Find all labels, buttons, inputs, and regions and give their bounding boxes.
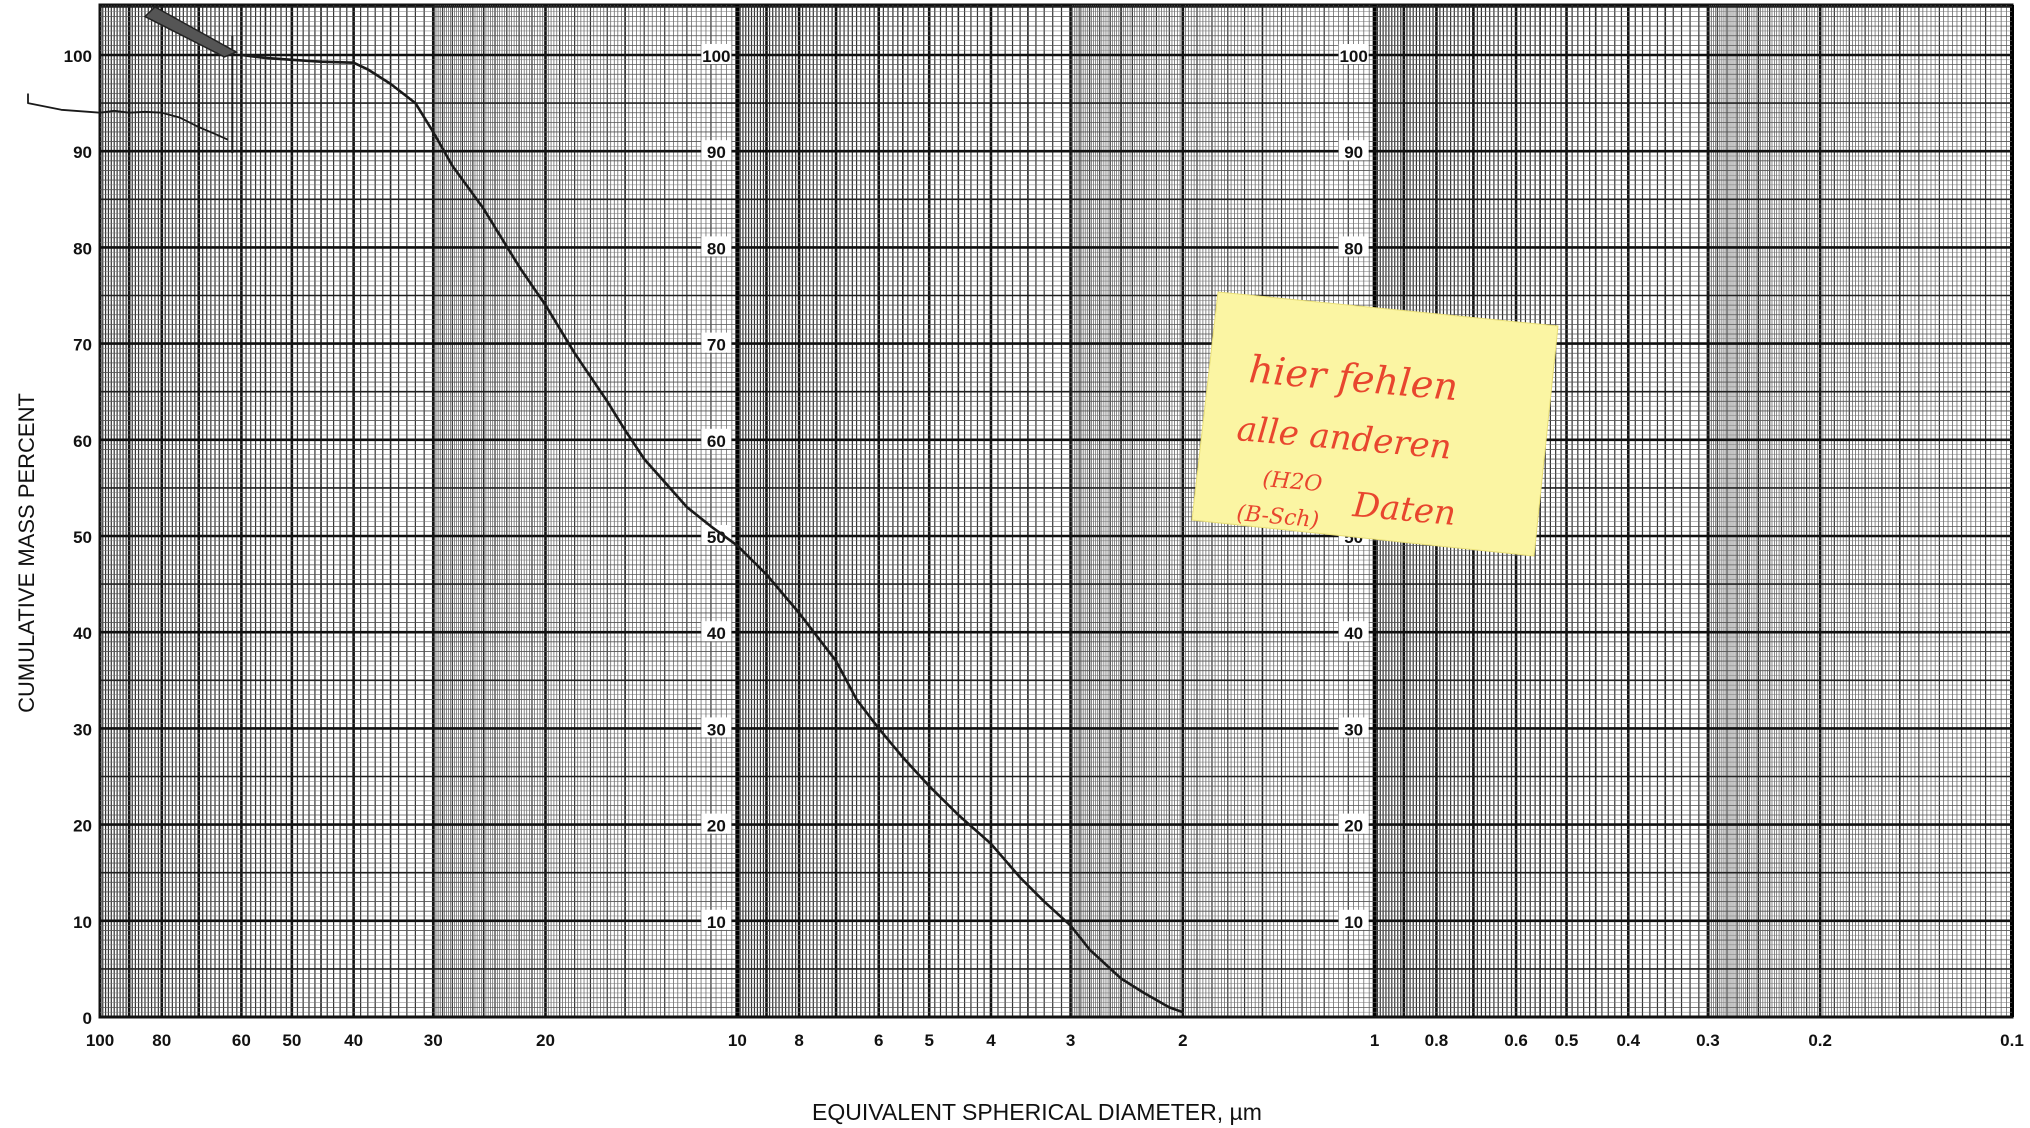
y-tick-label: 20 [73,817,92,836]
y-tick-label: 60 [73,432,92,451]
x-tick-label: 0.1 [2000,1031,2024,1050]
y-axis-title: CUMULATIVE MASS PERCENT [14,393,39,713]
series-line-1 [241,53,1184,1014]
inner-scale-label-bg [701,813,732,834]
sticky-note-line: Daten [1350,485,1457,534]
y-tick-label: 0 [83,1009,92,1028]
inner-scale-label: 60 [707,432,726,451]
y-tick-label: 10 [73,913,92,932]
inner-scale-label: 80 [1344,239,1363,258]
inner-scale-label-bg [1338,717,1369,738]
inner-scale-label-bg [701,44,732,64]
x-tick-label: 30 [424,1031,443,1050]
x-tick-label: 40 [344,1031,363,1050]
inner-scale-label: 100 [1339,47,1367,66]
x-tick-label: 0.4 [1616,1031,1640,1050]
inner-scale-label-bg [1338,236,1369,257]
inner-scale-label-bg [1338,813,1369,834]
inner-scale-label: 30 [707,720,726,739]
y-tick-label: 50 [73,528,92,547]
x-axis-title: EQUIVALENT SPHERICAL DIAMETER, µm [812,1099,1262,1125]
inner-scale-label: 90 [707,143,726,162]
sticky-note-paper [1191,291,1559,557]
x-tick-label: 5 [924,1031,933,1050]
inner-scale-label-bg [701,909,732,930]
inner-scale-label: 70 [707,336,726,355]
inner-scale-label: 100 [702,47,730,66]
inner-scale-label: 10 [707,913,726,932]
x-tick-label: 3 [1066,1031,1075,1050]
inner-scale-label-bg [701,140,732,161]
y-tick-labels: 0 10 20 30 40 50 60 70 80 90 100 [64,47,92,1028]
inner-scale-label: 40 [1344,624,1363,643]
y-tick-label: 100 [64,47,92,66]
inner-scale-label: 20 [707,817,726,836]
grid [98,3,2014,1019]
inner-scale-label-bg [701,428,732,449]
inner-scale-label-bg [701,621,732,642]
x-tick-label: 50 [282,1031,301,1050]
inner-scale-label-bg [1338,621,1369,642]
series [27,5,1184,1014]
inner-scale-label-bg [1338,909,1369,930]
inner-scale-label: 40 [707,624,726,643]
inner-scale-label-bg [1338,140,1369,161]
inner-scale-label: 80 [707,239,726,258]
inner-scale-label-bg [1338,44,1369,64]
x-tick-label: 8 [794,1031,803,1050]
x-tick-label: 10 [728,1031,747,1050]
x-tick-label: 100 [86,1031,114,1050]
inner-scale-label: 20 [1344,817,1363,836]
inner-scale-label: 10 [1344,913,1363,932]
x-tick-labels: 100 80 60 50 40 30 20 10 8 6 5 4 3 2 1 0.8 0.6 0.5 0.4 0.3 0… [86,1031,2024,1050]
x-tick-label: 0.3 [1696,1031,1720,1050]
x-tick-label: 0.5 [1555,1031,1579,1050]
y-tick-label: 40 [73,624,92,643]
inner-scale-labels: 1009080706050403020101009080706050403020… [701,44,1369,932]
x-tick-label: 4 [986,1031,996,1050]
inner-scale-label-bg [701,236,732,257]
y-tick-label: 90 [73,143,92,162]
x-tick-label: 0.8 [1425,1031,1449,1050]
x-tick-label: 0.6 [1504,1031,1528,1050]
x-tick-label: 0.2 [1808,1031,1832,1050]
inner-scale-label: 90 [1344,143,1363,162]
arrow-icon [143,5,239,58]
inner-scale-label: 30 [1344,720,1363,739]
inner-scale-label-bg [701,525,732,545]
x-tick-label: 1 [1370,1031,1379,1050]
inner-scale-label-bg [701,332,732,353]
x-tick-label: 80 [152,1031,171,1050]
x-tick-label: 2 [1178,1031,1187,1050]
y-tick-label: 80 [73,239,92,258]
x-tick-label: 60 [232,1031,251,1050]
x-tick-label: 20 [536,1031,555,1050]
x-tick-label: 6 [874,1031,883,1050]
y-tick-label: 70 [73,336,92,355]
inner-scale-label-bg [701,717,732,738]
sticky-note-line: (H2O [1261,467,1323,497]
y-tick-label: 30 [73,720,92,739]
series-line-2 [27,93,229,141]
